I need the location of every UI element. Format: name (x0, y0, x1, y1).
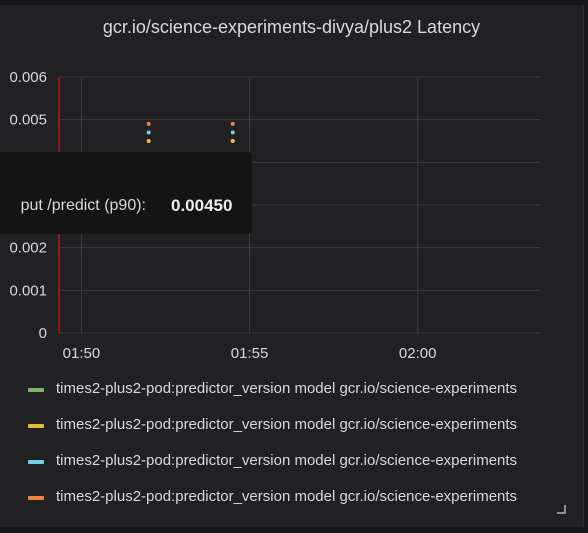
tooltip-value: 0.00450 (171, 196, 233, 215)
data-point (146, 121, 151, 126)
graph-panel: gcr.io/science-experiments-divya/plus2 L… (0, 5, 584, 527)
data-point (230, 130, 235, 135)
chart-legend: times2-plus2-pod:predictor_version model… (0, 371, 562, 515)
data-point (230, 139, 235, 143)
y-tick-label: 0.002 (9, 240, 47, 257)
legend-item[interactable]: times2-plus2-pod:predictor_version model… (0, 371, 562, 407)
panel-title: gcr.io/science-experiments-divya/plus2 L… (102, 17, 481, 37)
legend-item[interactable]: times2-plus2-pod:predictor_version model… (0, 407, 562, 443)
legend-swatch (28, 460, 44, 464)
x-tick-label: 01:55 (231, 345, 269, 362)
data-point (146, 139, 151, 143)
hover-tooltip: put /predict (p90): 0.00450 (0, 152, 252, 234)
legend-item[interactable]: times2-plus2-pod:predictor_version model… (0, 443, 562, 479)
tooltip-series-label: put /predict (p90): (20, 197, 146, 214)
data-point (230, 121, 235, 126)
data-point (146, 130, 151, 135)
x-tick-label: 01:50 (63, 345, 101, 362)
legend-swatch (28, 424, 44, 428)
legend-label[interactable]: times2-plus2-pod:predictor_version model… (56, 416, 518, 433)
legend-swatch (28, 496, 44, 500)
y-tick-label: 0 (39, 325, 47, 342)
y-tick-label: 0.001 (9, 282, 47, 299)
legend-label[interactable]: times2-plus2-pod:predictor_version model… (56, 488, 518, 505)
y-tick-label: 0.005 (9, 112, 47, 129)
legend-label[interactable]: times2-plus2-pod:predictor_version model… (56, 380, 518, 397)
panel-resize-handle[interactable] (557, 505, 566, 514)
legend-swatch (28, 388, 44, 392)
legend-item[interactable]: times2-plus2-pod:predictor_version model… (0, 479, 562, 515)
legend-label[interactable]: times2-plus2-pod:predictor_version model… (56, 452, 518, 469)
y-tick-label: 0.006 (9, 69, 47, 86)
x-tick-label: 02:00 (399, 345, 437, 362)
